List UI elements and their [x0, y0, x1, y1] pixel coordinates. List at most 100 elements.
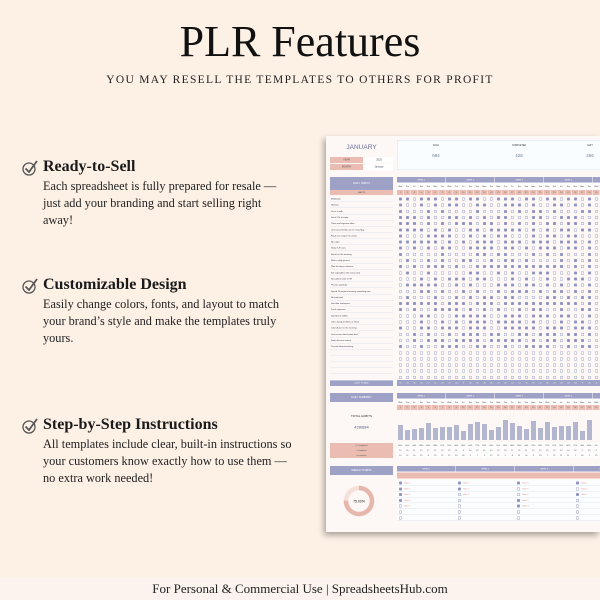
habit-checkbox[interactable] — [468, 314, 472, 318]
habit-checkbox[interactable] — [552, 363, 556, 367]
habit-checkbox[interactable] — [447, 314, 451, 318]
weekly-checkbox[interactable] — [399, 516, 402, 520]
habit-checkbox[interactable] — [405, 320, 409, 324]
habit-checkbox[interactable] — [426, 222, 430, 226]
habit-checkbox[interactable] — [510, 338, 514, 342]
habit-checkbox[interactable] — [412, 209, 416, 213]
habit-checkbox[interactable] — [538, 215, 542, 219]
habit-checkbox[interactable] — [566, 332, 570, 336]
habit-checkbox[interactable] — [447, 283, 451, 287]
habit-checkbox[interactable] — [419, 375, 423, 379]
habit-checkbox[interactable] — [454, 252, 458, 256]
habit-checkbox[interactable] — [524, 240, 528, 244]
habit-checkbox[interactable] — [559, 252, 563, 256]
habit-checkbox[interactable] — [566, 326, 570, 330]
habit-checkbox[interactable] — [426, 314, 430, 318]
habit-checkbox[interactable] — [454, 326, 458, 330]
habit-checkbox[interactable] — [419, 345, 423, 349]
habit-checkbox[interactable] — [559, 302, 563, 306]
habit-checkbox[interactable] — [412, 222, 416, 226]
weekly-checkbox[interactable] — [399, 487, 402, 491]
habit-checkbox[interactable] — [447, 289, 451, 293]
habit-checkbox[interactable] — [405, 197, 409, 201]
habit-checkbox[interactable] — [524, 234, 528, 238]
habit-checkbox[interactable] — [475, 252, 479, 256]
habit-checkbox[interactable] — [433, 252, 437, 256]
habit-checkbox[interactable] — [538, 320, 542, 324]
habit-checkbox[interactable] — [545, 265, 549, 269]
habit-checkbox[interactable] — [566, 222, 570, 226]
habit-checkbox[interactable] — [538, 222, 542, 226]
habit-checkbox[interactable] — [433, 271, 437, 275]
habit-checkbox[interactable] — [489, 240, 493, 244]
habit-checkbox[interactable] — [587, 295, 591, 299]
habit-checkbox[interactable] — [454, 228, 458, 232]
habit-checkbox[interactable] — [580, 345, 584, 349]
habit-checkbox[interactable] — [461, 308, 465, 312]
habit-checkbox[interactable] — [559, 351, 563, 355]
habit-checkbox[interactable] — [531, 363, 535, 367]
habit-checkbox[interactable] — [531, 295, 535, 299]
habit-checkbox[interactable] — [573, 203, 577, 207]
habit-checkbox[interactable] — [552, 375, 556, 379]
habit-checkbox[interactable] — [405, 252, 409, 256]
habit-checkbox[interactable] — [559, 234, 563, 238]
habit-checkbox[interactable] — [496, 314, 500, 318]
habit-checkbox[interactable] — [454, 240, 458, 244]
habit-checkbox[interactable] — [503, 203, 507, 207]
habit-checkbox[interactable] — [461, 246, 465, 250]
habit-checkbox[interactable] — [566, 277, 570, 281]
month-select[interactable]: January — [365, 164, 393, 170]
weekly-checkbox[interactable] — [399, 498, 402, 502]
habit-checkbox[interactable] — [496, 345, 500, 349]
habit-checkbox[interactable] — [503, 259, 507, 262]
habit-checkbox[interactable] — [573, 357, 577, 361]
habit-checkbox[interactable] — [433, 369, 437, 373]
habit-checkbox[interactable] — [426, 246, 430, 250]
habit-checkbox[interactable] — [482, 197, 486, 201]
habit-checkbox[interactable] — [594, 228, 598, 232]
habit-checkbox[interactable] — [398, 283, 402, 287]
habit-checkbox[interactable] — [468, 302, 472, 306]
habit-checkbox[interactable] — [475, 326, 479, 330]
habit-checkbox[interactable] — [503, 320, 507, 324]
habit-checkbox[interactable] — [531, 338, 535, 342]
habit-checkbox[interactable] — [545, 246, 549, 250]
habit-checkbox[interactable] — [573, 234, 577, 238]
habit-checkbox[interactable] — [405, 338, 409, 342]
habit-checkbox[interactable] — [482, 277, 486, 281]
habit-checkbox[interactable] — [566, 308, 570, 312]
habit-checkbox[interactable] — [517, 295, 521, 299]
habit-checkbox[interactable] — [573, 197, 577, 201]
habit-checkbox[interactable] — [405, 363, 409, 367]
habit-checkbox[interactable] — [447, 363, 451, 367]
habit-checkbox[interactable] — [433, 302, 437, 306]
habit-checkbox[interactable] — [594, 271, 598, 275]
habit-checkbox[interactable] — [531, 369, 535, 373]
habit-checkbox[interactable] — [594, 302, 598, 306]
habit-checkbox[interactable] — [573, 271, 577, 275]
habit-checkbox[interactable] — [489, 277, 493, 281]
habit-checkbox[interactable] — [489, 215, 493, 219]
habit-checkbox[interactable] — [538, 345, 542, 349]
habit-checkbox[interactable] — [496, 277, 500, 281]
habit-checkbox[interactable] — [475, 203, 479, 207]
habit-checkbox[interactable] — [524, 289, 528, 293]
habit-checkbox[interactable] — [468, 375, 472, 379]
habit-checkbox[interactable] — [566, 351, 570, 355]
habit-checkbox[interactable] — [398, 363, 402, 367]
habit-checkbox[interactable] — [545, 209, 549, 213]
habit-checkbox[interactable] — [594, 222, 598, 226]
habit-checkbox[interactable] — [510, 332, 514, 336]
habit-checkbox[interactable] — [447, 265, 451, 269]
habit-checkbox[interactable] — [468, 228, 472, 232]
habit-checkbox[interactable] — [503, 369, 507, 373]
habit-checkbox[interactable] — [426, 215, 430, 219]
habit-checkbox[interactable] — [545, 252, 549, 256]
habit-checkbox[interactable] — [475, 222, 479, 226]
habit-checkbox[interactable] — [545, 326, 549, 330]
habit-checkbox[interactable] — [552, 351, 556, 355]
habit-checkbox[interactable] — [573, 326, 577, 330]
habit-checkbox[interactable] — [440, 320, 444, 324]
habit-checkbox[interactable] — [482, 240, 486, 244]
